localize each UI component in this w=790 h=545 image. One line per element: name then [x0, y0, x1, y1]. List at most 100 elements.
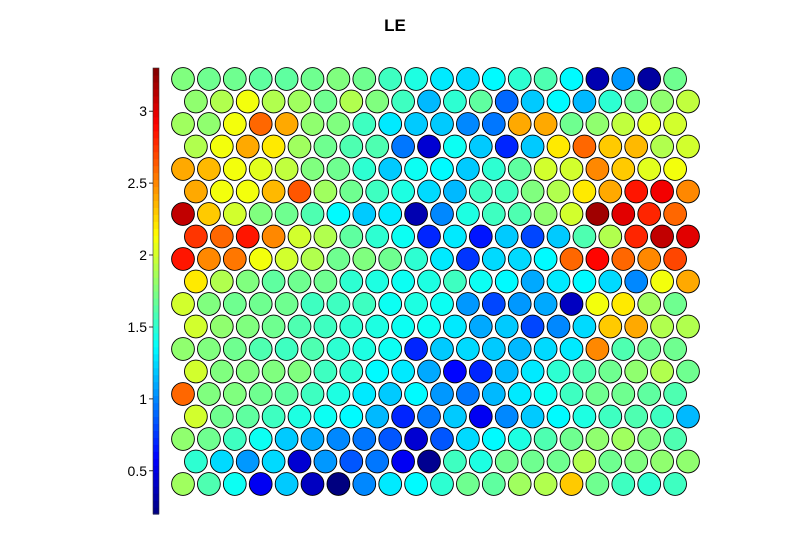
som-cell — [365, 404, 390, 429]
som-cell — [611, 472, 636, 496]
som-cell — [313, 179, 338, 204]
som-cell — [468, 449, 493, 474]
som-cell — [326, 382, 351, 406]
som-cell — [171, 112, 195, 136]
som-cell — [650, 224, 674, 249]
som-cell — [430, 292, 454, 316]
som-cell — [352, 157, 377, 181]
som-cell — [261, 269, 286, 294]
som-cell — [533, 67, 558, 91]
som-cell — [663, 112, 687, 136]
som-cell — [585, 202, 610, 226]
som-cell — [468, 89, 493, 114]
som-cell — [352, 337, 377, 361]
som-cell — [533, 427, 558, 451]
som-cell — [300, 247, 325, 271]
som-cell — [171, 247, 195, 271]
som-cell — [507, 67, 532, 91]
som-cell — [637, 157, 662, 181]
colorbar-segment — [153, 395, 159, 404]
som-cell — [572, 404, 597, 429]
som-cell — [468, 404, 493, 429]
som-cell — [313, 449, 338, 474]
som-cell — [676, 134, 700, 159]
som-cell — [287, 179, 312, 204]
som-cell — [417, 449, 441, 474]
som-cell — [546, 89, 571, 114]
colorbar-segment — [153, 388, 159, 397]
colorbar-segment — [153, 186, 159, 195]
som-cell — [261, 404, 286, 429]
colorbar-segment — [153, 430, 159, 438]
som-cell — [507, 292, 532, 316]
som-cell — [248, 157, 273, 181]
som-cell — [443, 224, 467, 249]
som-cell — [468, 224, 493, 249]
som-cell — [637, 112, 662, 136]
som-cell — [197, 112, 221, 136]
som-cell — [417, 269, 441, 294]
som-cell — [326, 292, 351, 316]
som-cell — [261, 359, 286, 384]
som-cell — [481, 67, 506, 91]
som-cell — [365, 449, 390, 474]
som-cell — [456, 382, 480, 406]
som-cell — [611, 112, 636, 136]
colorbar-segment — [153, 116, 159, 125]
som-cell — [248, 112, 273, 136]
som-cell — [261, 179, 286, 204]
som-cell — [209, 224, 234, 249]
som-cell — [222, 202, 247, 226]
som-cell — [585, 67, 610, 91]
som-cell — [456, 427, 480, 451]
colorbar-segment — [153, 493, 159, 501]
som-cell — [494, 134, 519, 159]
som-cell — [481, 337, 506, 361]
som-cell — [417, 359, 441, 384]
som-cell — [494, 314, 519, 339]
som-cell — [624, 449, 649, 474]
som-cell — [209, 404, 234, 429]
som-cell — [507, 427, 532, 451]
som-cell — [494, 179, 519, 204]
som-cell — [339, 314, 364, 339]
som-cell — [663, 472, 687, 496]
som-cell — [378, 67, 403, 91]
som-cell — [352, 427, 377, 451]
som-cell — [274, 292, 299, 316]
som-cell — [443, 359, 467, 384]
som-cell — [391, 314, 415, 339]
som-cell — [559, 112, 584, 136]
som-cell — [520, 449, 545, 474]
som-cell — [520, 224, 545, 249]
som-cell — [507, 112, 532, 136]
colorbar-segment — [153, 179, 159, 188]
colorbar-tick-label: 3 — [139, 103, 147, 119]
som-cell — [287, 89, 312, 114]
som-cell — [637, 67, 662, 91]
som-cell — [248, 427, 273, 451]
colorbar-segment — [153, 304, 159, 313]
som-cell — [559, 202, 584, 226]
som-cell — [197, 382, 221, 406]
som-cell — [339, 134, 364, 159]
som-cell — [417, 224, 441, 249]
som-cell — [209, 179, 234, 204]
som-cell — [676, 89, 700, 114]
som-cell — [417, 314, 441, 339]
som-cell — [326, 112, 351, 136]
som-cell — [171, 67, 195, 91]
som-cell — [598, 449, 623, 474]
colorbar-segment — [153, 423, 159, 431]
som-cell — [481, 112, 506, 136]
som-cell — [365, 89, 390, 114]
som-cell — [300, 202, 325, 226]
som-cell — [611, 382, 636, 406]
som-cell — [248, 247, 273, 271]
som-cell — [300, 337, 325, 361]
som-cell — [611, 292, 636, 316]
som-cell — [171, 337, 195, 361]
som-cell — [197, 292, 221, 316]
som-cell — [404, 157, 428, 181]
